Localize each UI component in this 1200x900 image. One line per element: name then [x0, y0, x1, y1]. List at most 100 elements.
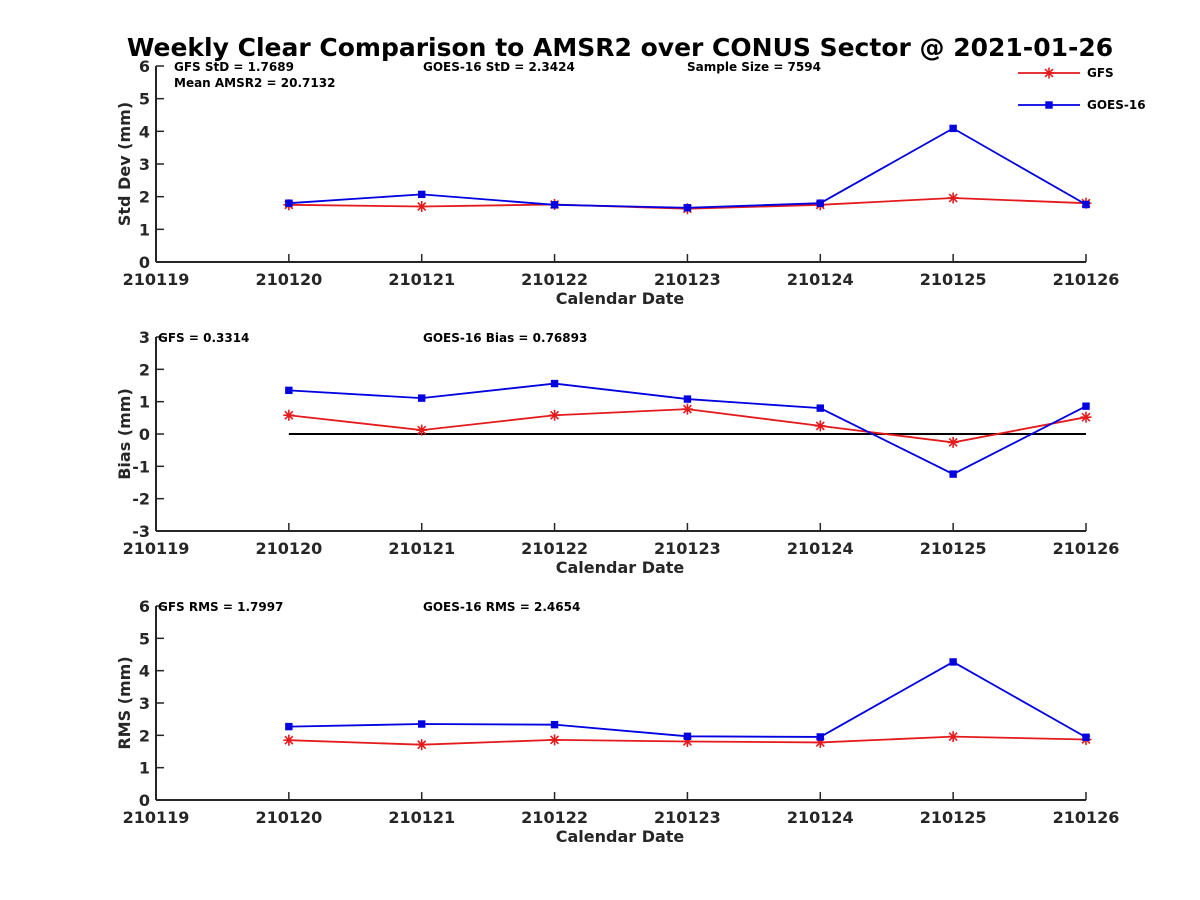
x-tick-label: 210119	[123, 539, 190, 558]
data-point-goes16	[285, 199, 293, 207]
data-point-gfs	[947, 436, 959, 448]
data-point-goes16	[816, 733, 824, 741]
series-goes16	[285, 124, 1090, 212]
x-axis-label: Calendar Date	[556, 827, 685, 846]
stat-annotation: GFS StD = 1.7689	[174, 60, 294, 74]
data-point-goes16	[1082, 733, 1090, 741]
data-point-gfs	[283, 409, 295, 421]
data-point-goes16	[683, 732, 692, 741]
data-point-goes16	[1082, 402, 1090, 410]
y-axis-label: Std Dev (mm)	[115, 102, 134, 226]
data-point-goes16	[418, 720, 426, 728]
legend-marker-gfs	[1043, 67, 1055, 79]
data-point-gfs-stroke	[682, 404, 692, 414]
x-tick-label: 210124	[787, 539, 854, 558]
data-point-gfs	[549, 409, 561, 421]
x-axis-label: Calendar Date	[556, 558, 685, 577]
x-tick-label: 210122	[521, 539, 588, 558]
series-gfs	[283, 403, 1092, 448]
y-tick-label: 3	[139, 155, 150, 174]
data-point-goes16	[1082, 200, 1090, 209]
x-tick-label: 210120	[255, 270, 322, 289]
legend-marker-gfs-stroke	[1044, 68, 1054, 78]
data-point-goes16	[418, 190, 426, 199]
y-tick-label: 0	[139, 791, 150, 810]
x-tick-label: 210121	[388, 539, 455, 558]
legend-label-goes16: GOES-16	[1087, 98, 1146, 112]
y-tick-label: -3	[132, 522, 150, 541]
x-tick-label: 210122	[521, 808, 588, 827]
data-point-gfs-stroke	[550, 735, 560, 745]
y-tick-label: 5	[139, 90, 150, 109]
data-point-gfs-stroke	[417, 425, 427, 435]
data-point-gfs	[549, 734, 561, 746]
legend-marker-goes16	[1045, 101, 1053, 109]
stat-annotation: GFS = 0.3314	[158, 331, 249, 345]
x-tick-label: 210123	[654, 270, 721, 289]
legend-entry-goes16: GOES-16	[1018, 98, 1146, 112]
y-tick-label: 1	[139, 759, 150, 778]
series-goes16	[285, 379, 1090, 478]
x-tick-label: 210120	[255, 539, 322, 558]
x-tick-label: 210126	[1053, 539, 1120, 558]
y-tick-label: 1	[139, 393, 150, 412]
x-tick-label: 210120	[255, 808, 322, 827]
data-point-goes16	[683, 395, 692, 403]
data-point-goes16	[683, 204, 692, 212]
data-point-gfs-stroke	[948, 193, 958, 203]
data-point-gfs	[416, 424, 428, 436]
y-tick-label: 2	[139, 188, 150, 207]
data-point-goes16	[949, 124, 957, 133]
y-tick-label: 0	[139, 253, 150, 272]
y-tick-label: 6	[139, 597, 150, 616]
data-point-gfs	[1080, 411, 1092, 423]
data-point-goes16	[550, 201, 559, 209]
x-tick-label: 210126	[1053, 808, 1120, 827]
y-tick-label: 0	[139, 425, 150, 444]
data-point-gfs-stroke	[284, 410, 294, 420]
x-tick-label: 210119	[123, 270, 190, 289]
data-point-goes16	[816, 404, 824, 412]
x-tick-label: 210121	[388, 808, 455, 827]
x-tick-label: 210124	[787, 270, 854, 289]
data-point-goes16	[285, 722, 293, 731]
data-point-goes16	[285, 386, 293, 395]
stat-annotation: Sample Size = 7594	[687, 60, 821, 74]
data-point-gfs	[814, 420, 826, 432]
data-point-gfs-stroke	[550, 410, 560, 420]
x-tick-label: 210119	[123, 808, 190, 827]
y-tick-label: 4	[139, 122, 150, 141]
data-point-goes16	[816, 199, 824, 207]
y-tick-label: 4	[139, 662, 150, 681]
data-point-goes16	[418, 394, 426, 402]
data-point-gfs-stroke	[417, 201, 427, 211]
y-axis-label: Bias (mm)	[115, 388, 134, 480]
stat-annotation: GFS RMS = 1.7997	[158, 600, 283, 614]
y-tick-label: 6	[139, 57, 150, 76]
y-tick-label: 2	[139, 360, 150, 379]
x-tick-label: 210123	[654, 539, 721, 558]
data-point-gfs-stroke	[284, 735, 294, 745]
y-tick-label: 1	[139, 220, 150, 239]
stat-annotation: Mean AMSR2 = 20.7132	[174, 76, 335, 90]
y-tick-label: -1	[132, 457, 150, 476]
stat-annotation: GOES-16 Bias = 0.76893	[423, 331, 587, 345]
x-tick-label: 210125	[920, 270, 987, 289]
data-point-gfs-stroke	[948, 732, 958, 742]
chart-panel-1: 0 1 2 3 4 5 6 210119 210120 210121 210122 210123 210…	[115, 57, 1119, 308]
stat-annotation: GOES-16 RMS = 2.4654	[423, 600, 580, 614]
x-axis-label: Calendar Date	[556, 289, 685, 308]
chart-panel-2: -3 -2 -1 0 1 2 3 210119 210120 210121 210122 210123…	[115, 328, 1119, 577]
x-tick-label: 210124	[787, 808, 854, 827]
legend-entry-gfs: GFS	[1018, 66, 1114, 80]
data-point-goes16	[949, 658, 957, 666]
y-tick-label: 5	[139, 629, 150, 648]
y-tick-label: -2	[132, 490, 150, 509]
data-point-goes16	[949, 470, 957, 478]
legend-label-gfs: GFS	[1087, 66, 1114, 80]
data-point-gfs-stroke	[948, 437, 958, 447]
x-tick-label: 210125	[920, 808, 987, 827]
figure-title: Weekly Clear Comparison to AMSR2 over CO…	[127, 33, 1113, 62]
